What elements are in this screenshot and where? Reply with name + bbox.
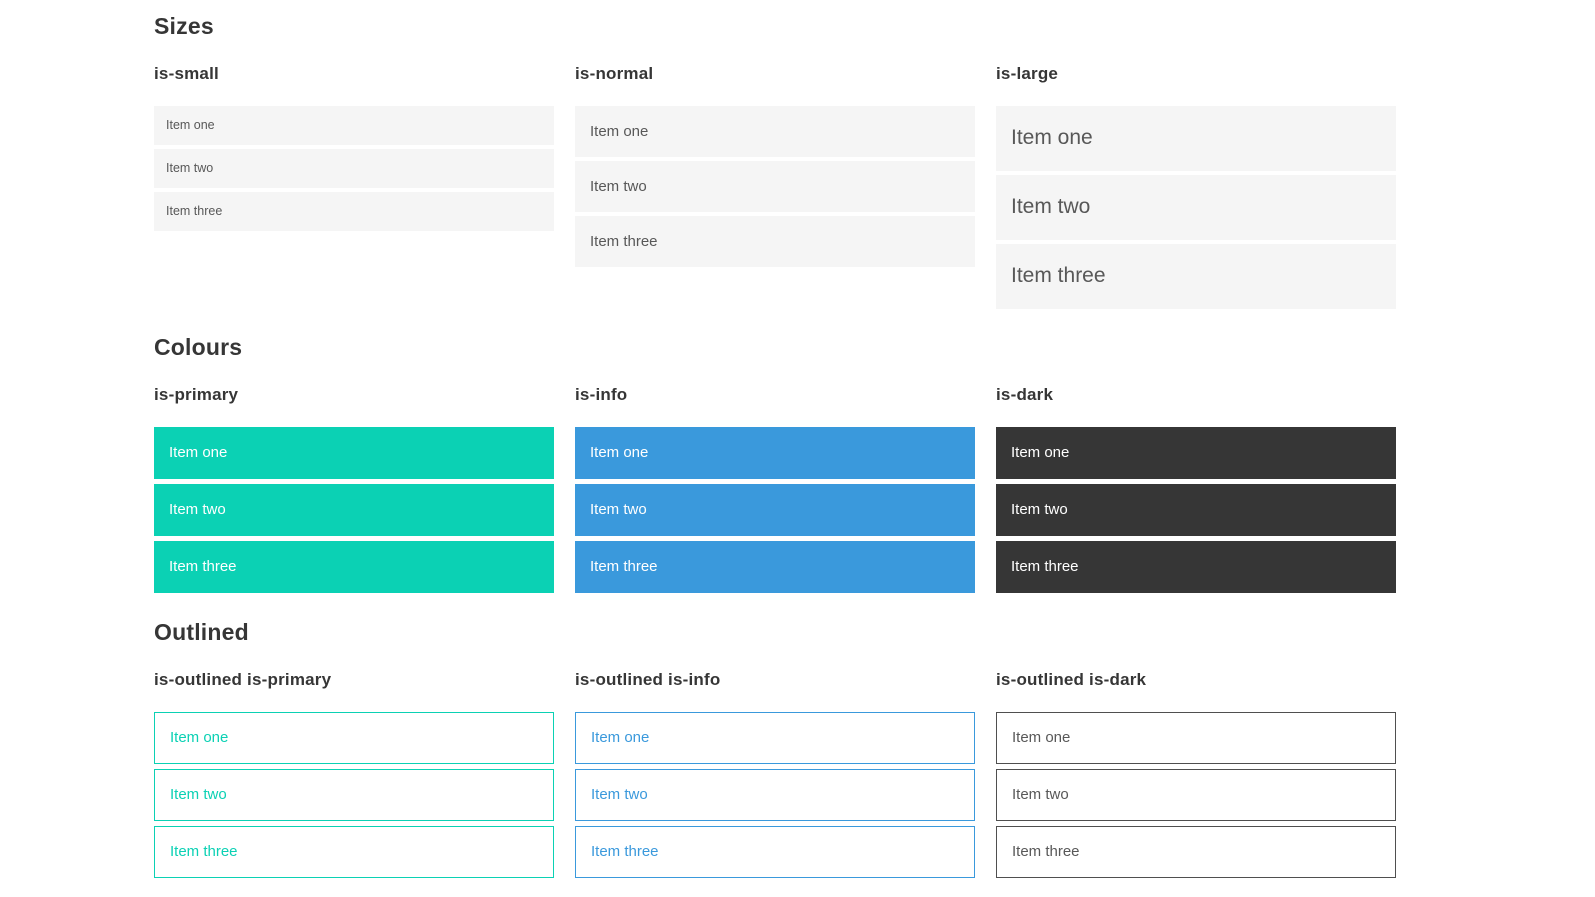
list-item[interactable]: Item three	[575, 215, 975, 267]
list-item[interactable]: Item one	[996, 105, 1396, 171]
list-group-outlined-primary: is-outlined is-primary Item one Item two…	[154, 645, 554, 883]
list-group-outlined-info: is-outlined is-info Item one Item two It…	[575, 645, 975, 883]
list-is-normal: Item one Item two Item three	[575, 105, 975, 267]
list-item[interactable]: Item three	[996, 540, 1396, 593]
list-item[interactable]: Item two	[154, 483, 554, 536]
list-is-primary: Item one Item two Item three	[154, 426, 554, 593]
list-group-outlined-dark: is-outlined is-dark Item one Item two It…	[996, 645, 1396, 883]
colours-grid: is-primary Item one Item two Item three …	[154, 360, 1396, 598]
list-outlined-primary: Item one Item two Item three	[154, 711, 554, 878]
list-group-is-large: is-large Item one Item two Item three	[996, 39, 1396, 313]
list-item[interactable]: Item one	[575, 426, 975, 479]
section-title-sizes: Sizes	[154, 13, 214, 39]
group-label-outlined-dark: is-outlined is-dark	[996, 670, 1147, 690]
list-item[interactable]: Item one	[996, 711, 1396, 764]
list-outlined-dark: Item one Item two Item three	[996, 711, 1396, 878]
list-outlined-info: Item one Item two Item three	[575, 711, 975, 878]
group-label-is-small: is-small	[154, 64, 219, 84]
list-item[interactable]: Item two	[575, 160, 975, 212]
list-item[interactable]: Item two	[996, 174, 1396, 240]
list-item[interactable]: Item three	[154, 191, 554, 231]
list-item[interactable]: Item three	[575, 825, 975, 878]
list-item[interactable]: Item three	[996, 243, 1396, 309]
list-item[interactable]: Item two	[154, 148, 554, 188]
list-item[interactable]: Item two	[154, 768, 554, 821]
list-item[interactable]: Item three	[996, 825, 1396, 878]
list-item[interactable]: Item one	[154, 426, 554, 479]
section-title-outlined: Outlined	[154, 618, 249, 645]
list-group-is-small: is-small Item one Item two Item three	[154, 39, 554, 235]
list-item[interactable]: Item three	[575, 540, 975, 593]
group-label-is-info: is-info	[575, 385, 628, 405]
component-showcase: Sizes is-small Item one Item two Item th…	[154, 0, 1396, 883]
list-item[interactable]: Item three	[154, 540, 554, 593]
group-label-is-normal: is-normal	[575, 64, 654, 84]
group-label-outlined-info: is-outlined is-info	[575, 670, 721, 690]
list-item[interactable]: Item one	[575, 711, 975, 764]
list-item[interactable]: Item one	[154, 711, 554, 764]
list-group-is-normal: is-normal Item one Item two Item three	[575, 39, 975, 271]
group-label-is-dark: is-dark	[996, 385, 1054, 405]
outlined-grid: is-outlined is-primary Item one Item two…	[154, 645, 1396, 883]
section-title-colours: Colours	[154, 333, 243, 360]
list-item[interactable]: Item two	[996, 768, 1396, 821]
list-is-dark: Item one Item two Item three	[996, 426, 1396, 593]
list-group-is-info: is-info Item one Item two Item three	[575, 360, 975, 598]
group-label-is-primary: is-primary	[154, 385, 239, 405]
list-is-large: Item one Item two Item three	[996, 105, 1396, 309]
list-item[interactable]: Item one	[996, 426, 1396, 479]
list-item[interactable]: Item three	[154, 825, 554, 878]
list-item[interactable]: Item two	[996, 483, 1396, 536]
list-is-small: Item one Item two Item three	[154, 105, 554, 231]
list-item[interactable]: Item one	[575, 105, 975, 157]
sizes-grid: is-small Item one Item two Item three is…	[154, 39, 1396, 313]
list-item[interactable]: Item one	[154, 105, 554, 145]
list-group-is-dark: is-dark Item one Item two Item three	[996, 360, 1396, 598]
list-item[interactable]: Item two	[575, 483, 975, 536]
group-label-outlined-primary: is-outlined is-primary	[154, 670, 332, 690]
list-is-info: Item one Item two Item three	[575, 426, 975, 593]
list-group-is-primary: is-primary Item one Item two Item three	[154, 360, 554, 598]
list-item[interactable]: Item two	[575, 768, 975, 821]
group-label-is-large: is-large	[996, 64, 1059, 84]
